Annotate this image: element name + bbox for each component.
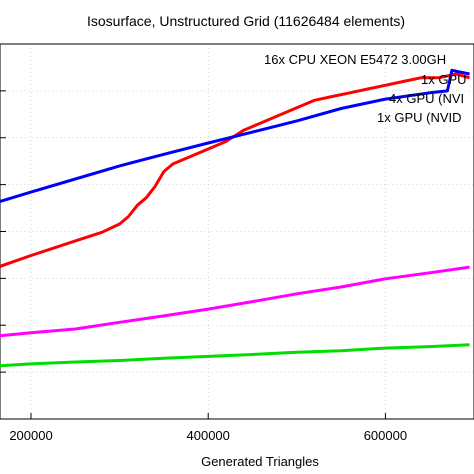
series-line-0: [0, 72, 471, 268]
legend-entry-1x-gpu: 1x GPU: [421, 72, 467, 87]
chart-title: Isosurface, Unstructured Grid (11626484 …: [87, 13, 405, 29]
series-line-1: [0, 68, 470, 203]
legend: 16x CPU XEON E5472 3.00GH 1x GPU 4x GPU …: [264, 52, 467, 125]
x-tick-label: 600000: [364, 428, 407, 443]
x-axis-label: Generated Triangles: [201, 454, 319, 469]
legend-entry-4x-gpu: 4x GPU (NVI: [389, 91, 464, 106]
legend-entry-cpu: 16x CPU XEON E5472 3.00GH: [264, 52, 446, 67]
series-line-3: [0, 343, 470, 368]
legend-entry-1x-gpu-nvidia: 1x GPU (NVID: [377, 110, 462, 125]
series-group: [0, 68, 471, 368]
series-line-2: [0, 265, 470, 338]
x-tick-label: 400000: [187, 428, 230, 443]
plot-frame: [0, 43, 474, 420]
x-tick-label: 200000: [9, 428, 52, 443]
x-tick-labels: 200000 400000 600000: [9, 428, 407, 443]
